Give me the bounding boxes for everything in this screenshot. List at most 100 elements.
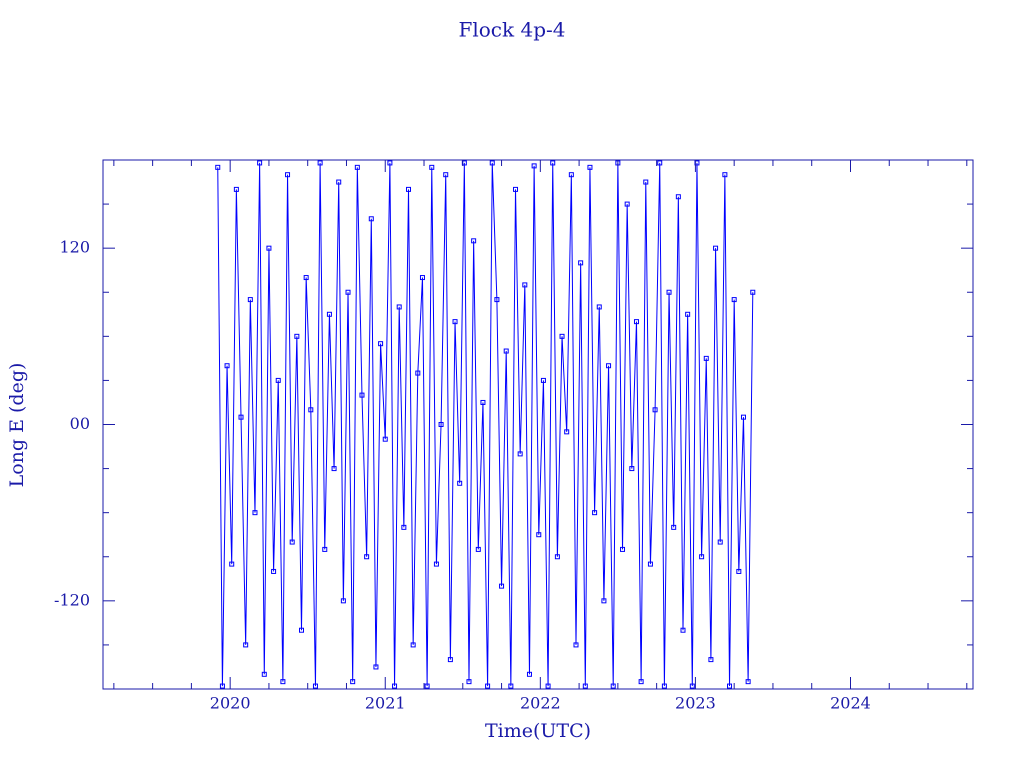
data-point xyxy=(689,683,695,689)
data-point xyxy=(471,238,477,244)
data-point xyxy=(536,532,542,538)
data-point xyxy=(592,510,598,516)
data-point xyxy=(336,179,342,185)
y-tick-label: -120 xyxy=(54,590,90,609)
data-point xyxy=(252,510,258,516)
data-point xyxy=(601,598,607,604)
data-point xyxy=(559,333,565,339)
data-point xyxy=(419,275,425,281)
data-point xyxy=(229,561,235,567)
data-point xyxy=(685,311,691,317)
data-point xyxy=(447,657,453,663)
data-point xyxy=(396,304,402,310)
y-tick-label: 120 xyxy=(59,238,90,257)
data-point xyxy=(443,172,449,178)
data-point xyxy=(312,683,318,689)
x-tick-label: 2020 xyxy=(210,694,251,713)
data-point xyxy=(508,683,514,689)
data-point xyxy=(285,172,291,178)
data-point xyxy=(722,172,728,178)
data-point xyxy=(275,377,281,383)
data-point xyxy=(247,297,253,303)
data-point xyxy=(294,333,300,339)
data-point xyxy=(257,160,263,166)
data-point xyxy=(378,341,384,347)
data-point xyxy=(675,194,681,200)
data-point xyxy=(620,546,626,552)
data-point xyxy=(457,480,463,486)
data-point xyxy=(322,546,328,552)
data-point xyxy=(359,392,365,398)
data-point xyxy=(266,245,272,251)
data-point xyxy=(485,683,491,689)
data-point xyxy=(578,260,584,266)
data-point xyxy=(331,466,337,472)
x-axis-label: Time(UTC) xyxy=(485,720,591,742)
data-point xyxy=(289,539,295,545)
data-point xyxy=(564,429,570,435)
data-point xyxy=(717,539,723,545)
data-point xyxy=(750,289,756,295)
data-point xyxy=(466,679,472,685)
chart-title: Flock 4p-4 xyxy=(458,18,565,42)
data-point xyxy=(708,657,714,663)
data-point xyxy=(540,377,546,383)
data-point xyxy=(387,160,393,166)
data-point xyxy=(727,683,733,689)
data-point xyxy=(550,160,556,166)
data-point xyxy=(326,311,332,317)
data-point xyxy=(373,664,379,670)
data-point xyxy=(638,679,644,685)
data-point xyxy=(587,164,593,170)
data-point xyxy=(299,627,305,633)
data-point xyxy=(475,546,481,552)
data-point xyxy=(736,568,742,574)
data-point xyxy=(368,216,374,222)
data-point xyxy=(233,186,239,192)
data-point xyxy=(406,186,412,192)
data-point xyxy=(261,671,267,677)
data-point xyxy=(680,627,686,633)
data-point xyxy=(215,164,221,170)
data-point xyxy=(350,679,356,685)
data-point xyxy=(392,683,398,689)
data-point xyxy=(401,524,407,530)
data-point xyxy=(433,561,439,567)
data-point xyxy=(364,554,370,560)
data-point xyxy=(410,642,416,648)
x-tick-label: 2022 xyxy=(520,694,561,713)
data-point xyxy=(522,282,528,288)
data-point xyxy=(531,163,537,169)
data-point xyxy=(699,554,705,560)
data-point xyxy=(596,304,602,310)
data-point xyxy=(633,319,639,325)
data-point xyxy=(354,164,360,170)
data-point xyxy=(494,297,500,303)
data-point xyxy=(624,201,630,207)
data-point xyxy=(647,561,653,567)
data-point xyxy=(554,554,560,560)
data-point xyxy=(489,160,495,166)
data-point xyxy=(345,289,351,295)
data-point xyxy=(740,414,746,420)
x-tick-label: 2023 xyxy=(675,694,716,713)
data-point xyxy=(610,683,616,689)
data-point xyxy=(224,363,230,369)
data-point xyxy=(582,683,588,689)
data-point xyxy=(429,164,435,170)
series-line xyxy=(217,162,754,687)
data-point xyxy=(629,466,635,472)
data-point xyxy=(545,683,551,689)
data-point xyxy=(513,186,519,192)
data-point xyxy=(671,524,677,530)
y-axis-label: Long E (deg) xyxy=(6,363,28,488)
data-point xyxy=(745,679,751,685)
data-point xyxy=(517,451,523,457)
data-point xyxy=(480,399,486,405)
data-point xyxy=(317,160,323,166)
data-point xyxy=(703,355,709,361)
data-point xyxy=(415,370,421,376)
data-point xyxy=(424,683,430,689)
data-point xyxy=(243,642,249,648)
